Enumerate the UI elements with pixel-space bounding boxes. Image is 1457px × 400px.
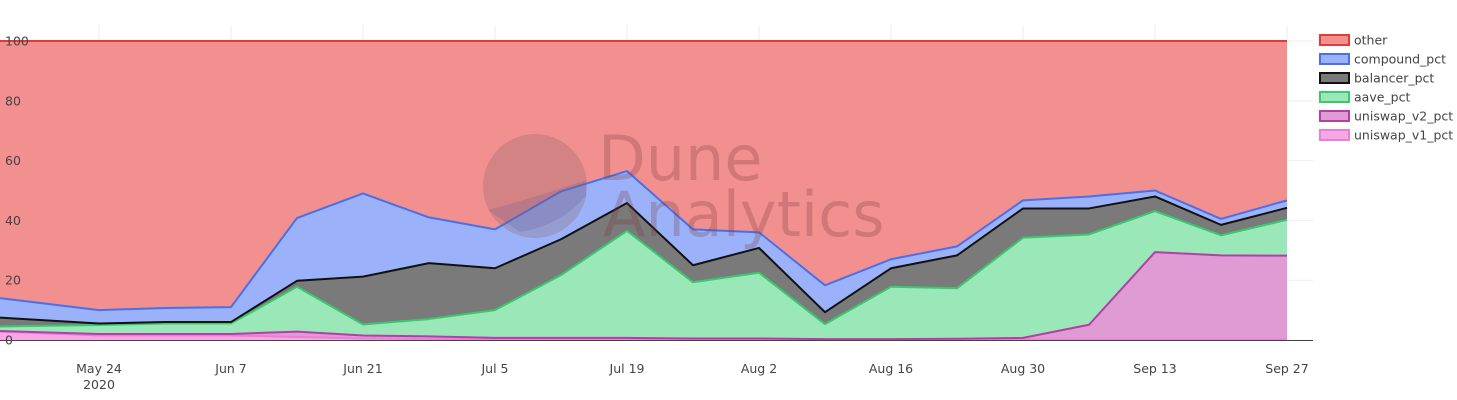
area-uniswap-v2-pct xyxy=(0,252,1287,340)
legend-swatch xyxy=(1319,34,1350,46)
legend-swatch xyxy=(1319,91,1350,103)
x-tick-label: Sep 27 xyxy=(1265,361,1308,376)
legend: other compound_pct balancer_pct aave_pctuni… xyxy=(1319,33,1453,143)
legend-label: other xyxy=(1354,33,1388,48)
legend-swatch xyxy=(1319,129,1350,141)
line-compound-pct xyxy=(0,170,1288,312)
x-tick-label: Aug 16 xyxy=(869,361,913,376)
legend-label: balancer_pct xyxy=(1354,71,1434,86)
legend-label: uniswap_v1_pct xyxy=(1354,128,1453,143)
legend-item-compound-pct[interactable]: compound_pct xyxy=(1319,52,1446,67)
legend-label: aave_pct xyxy=(1354,90,1410,105)
legend-item-other[interactable]: other xyxy=(1319,33,1388,48)
watermark-line1: Dune xyxy=(598,122,762,195)
line-aave-pct xyxy=(0,210,1288,328)
dune-analytics-watermark: Dune Analytics xyxy=(483,122,885,251)
x-tick-label: Jun 21 xyxy=(342,361,382,376)
x-tick-label: May 24 xyxy=(76,361,122,376)
line-uniswap-v2-pct xyxy=(0,251,1288,341)
y-axis: 0 20 40 60 80 100 xyxy=(5,34,29,348)
y-tick-label: 20 xyxy=(5,273,21,288)
area-other xyxy=(0,41,1287,311)
x-tick-label: Jul 19 xyxy=(609,361,645,376)
legend-item-uniswap-v1-pct[interactable]: uniswap_v1_pct xyxy=(1319,128,1453,143)
y-tick-label: 40 xyxy=(5,213,21,228)
y-tick-label: 0 xyxy=(5,333,13,348)
legend-item-uniswap-v2-pct[interactable]: uniswap_v2_pct xyxy=(1319,109,1453,124)
x-tick-label: Sep 13 xyxy=(1133,361,1176,376)
x-tick-label: Jul 5 xyxy=(480,361,508,376)
x-tick-label: Aug 30 xyxy=(1001,361,1045,376)
legend-swatch xyxy=(1319,110,1350,122)
legend-swatch xyxy=(1319,72,1350,84)
watermark-logo-circle xyxy=(483,134,587,238)
line-uniswap-v1-pct xyxy=(0,330,1287,341)
y-tick-label: 60 xyxy=(5,153,21,168)
legend-item-aave-pct[interactable]: aave_pct xyxy=(1319,90,1410,105)
area-balancer-pct xyxy=(0,196,1287,327)
y-tick-label: 80 xyxy=(5,93,21,108)
legend-item-balancer-pct[interactable]: balancer_pct xyxy=(1319,71,1434,86)
watermark-line2: Analytics xyxy=(603,178,885,251)
x-tick-label: Jun 7 xyxy=(214,361,246,376)
y-tick-label: 100 xyxy=(5,34,29,49)
area-aave-pct xyxy=(0,211,1287,340)
x-tick-label: Aug 2 xyxy=(741,361,777,376)
series-lines xyxy=(0,40,1313,341)
x-tick-sublabel: 2020 xyxy=(83,377,115,392)
legend-label: compound_pct xyxy=(1354,52,1446,67)
watermark-logo-slice xyxy=(488,180,586,232)
legend-label: uniswap_v2_pct xyxy=(1354,109,1453,124)
legend-swatch xyxy=(1319,53,1350,65)
line-balancer-pct xyxy=(0,195,1288,325)
